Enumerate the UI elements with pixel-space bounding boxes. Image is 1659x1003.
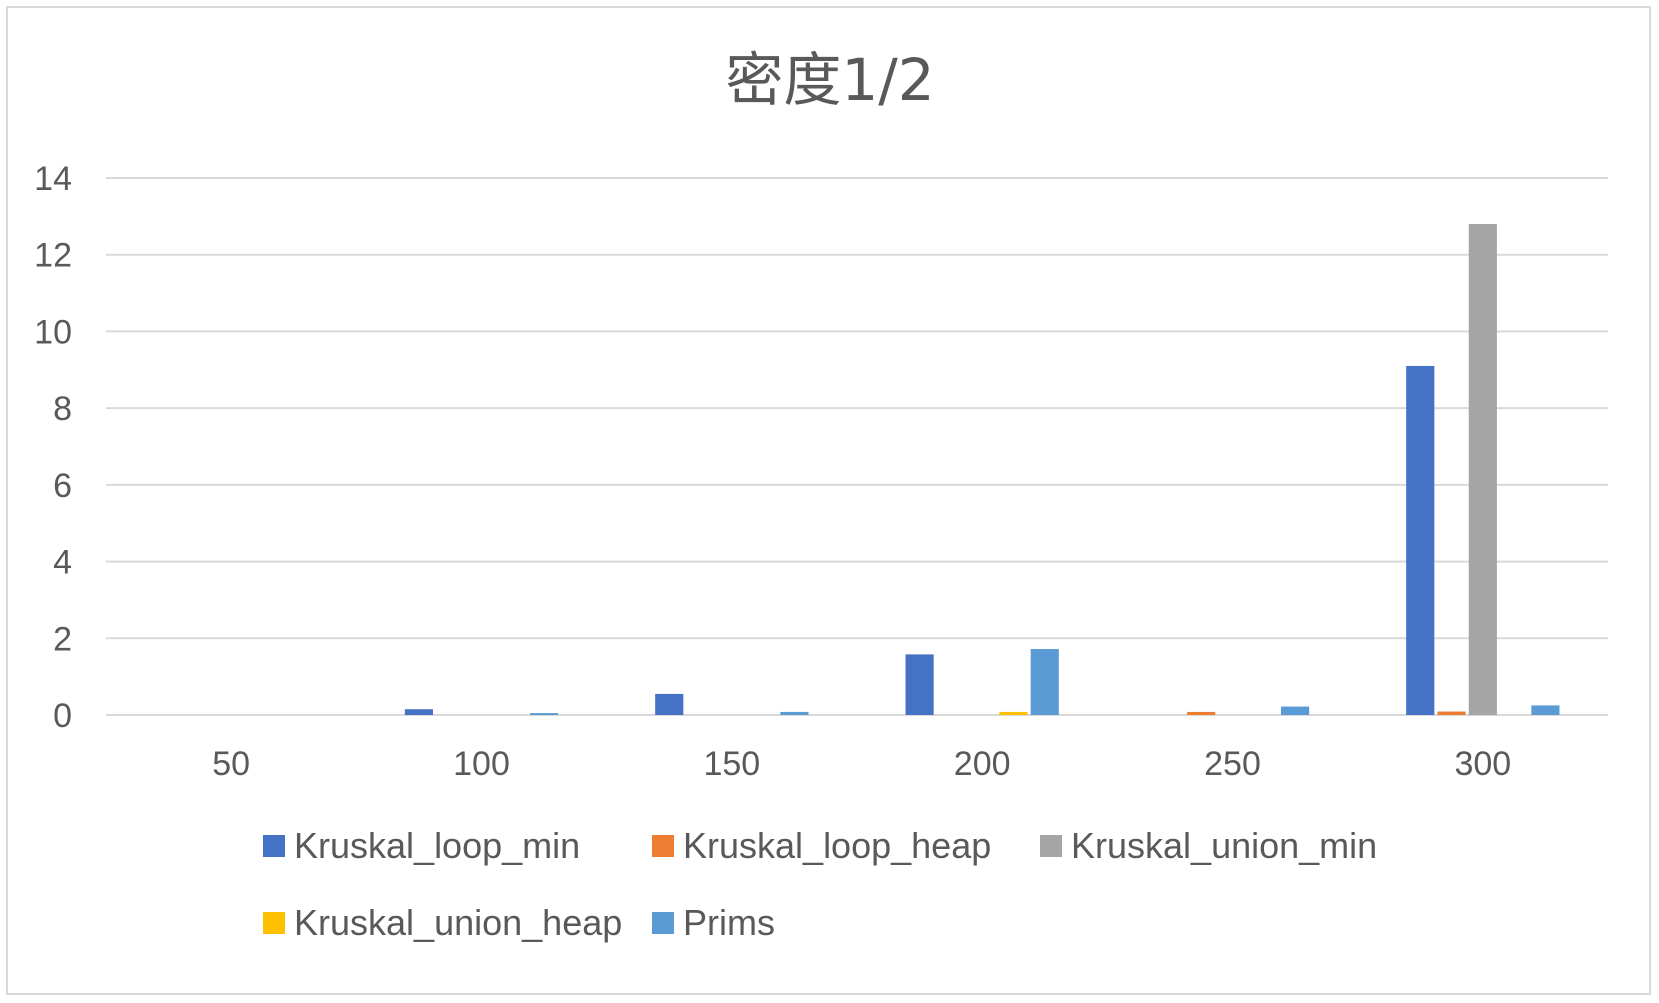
bar-prims: [1531, 705, 1560, 715]
bar-kruskal-union-heap: [999, 711, 1028, 715]
bar-prims: [1030, 649, 1059, 715]
bar-kruskal-loop-min: [1406, 365, 1435, 715]
x-tick-label: 100: [453, 745, 510, 783]
y-tick-label: 2: [53, 620, 72, 658]
legend-label: Kruskal_loop_min: [294, 825, 580, 866]
legend-label: Kruskal_union_min: [1071, 825, 1377, 866]
gridlines: [106, 177, 1608, 716]
x-tick-label: 150: [703, 745, 760, 783]
y-tick-label: 12: [34, 237, 72, 275]
bar-kruskal-loop-min: [905, 654, 934, 715]
y-tick-label: 0: [53, 697, 72, 735]
bar-kruskal-loop-heap: [1437, 711, 1466, 715]
y-tick-label: 14: [34, 160, 72, 198]
bar-kruskal-union-min: [1468, 224, 1497, 715]
x-tick-label: 200: [954, 745, 1011, 783]
bar-prims: [780, 711, 809, 715]
legend: Kruskal_loop_min Kruskal_loop_heap Kruskal…: [263, 825, 1377, 943]
legend-label: Prims: [683, 902, 775, 943]
bar-kruskal-loop-min: [404, 709, 433, 715]
x-tick-label: 250: [1204, 745, 1261, 783]
legend-swatch: [652, 912, 674, 934]
legend-label: Kruskal_loop_heap: [683, 825, 991, 866]
legend-swatch: [263, 835, 285, 857]
bar-kruskal-loop-heap: [1187, 711, 1216, 715]
legend-label: Kruskal_union_heap: [294, 902, 622, 943]
bar-prims: [1281, 706, 1310, 715]
y-tick-label: 8: [53, 390, 72, 428]
x-tick-label: 50: [212, 745, 250, 783]
y-tick-label: 6: [53, 467, 72, 505]
chart-frame: [6, 6, 1651, 995]
legend-swatch: [652, 835, 674, 857]
bars: [404, 224, 1560, 715]
legend-swatch: [1040, 835, 1062, 857]
y-axis-ticks: 0 2 4 6 8 10 12 14: [34, 160, 72, 735]
x-axis-ticks: 50 100 150 200 250 300: [212, 745, 1511, 783]
y-tick-label: 4: [53, 544, 72, 582]
legend-swatch: [263, 912, 285, 934]
chart-title: 密度1/2: [725, 46, 934, 114]
bar-kruskal-loop-min: [655, 693, 684, 715]
x-tick-label: 300: [1454, 745, 1511, 783]
y-tick-label: 10: [34, 313, 72, 351]
bar-prims: [530, 713, 559, 715]
